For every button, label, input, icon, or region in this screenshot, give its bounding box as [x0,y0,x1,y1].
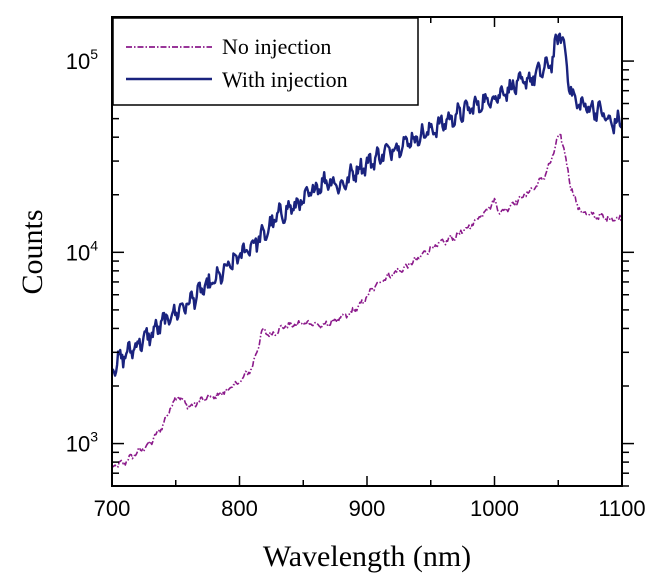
series-layer [110,32,624,468]
x-tick-label: 700 [94,496,131,521]
y-tick-label: 104 [66,237,98,265]
y-axis-title: Counts [16,209,49,294]
x-tick-label: 1100 [598,496,645,521]
x-axis-title: Wavelength (nm) [263,540,471,573]
tick-labels-layer: 700 800 900 1000 1100 103 104 105 [66,46,646,521]
legend-label-no-injection: No injection [222,34,331,59]
x-tick-label: 900 [349,496,386,521]
series-line-with-injection [110,32,624,377]
series-line-no-injection [111,133,623,468]
y-tick-label: 105 [66,46,98,74]
x-tick-label: 800 [221,496,258,521]
legend-box [112,17,419,106]
y-tick-label: 103 [66,429,98,457]
legend-label-with-injection: With injection [222,67,348,92]
legend: No injection With injection [112,17,419,106]
x-tick-label: 1000 [470,496,519,521]
